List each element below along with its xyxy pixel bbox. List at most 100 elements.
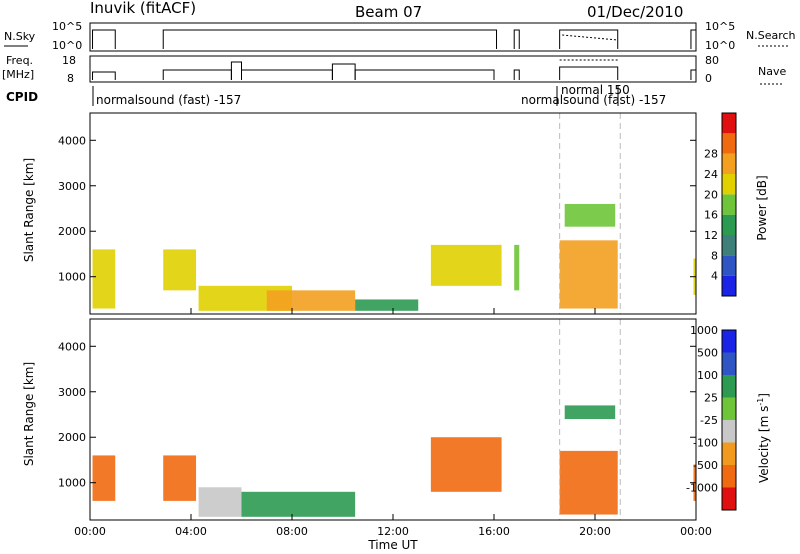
freq-tick-bottom: 8 [67, 72, 74, 85]
x-tick-label: 00:00 [680, 525, 712, 538]
nsky-tick-bottom: 10^0 [52, 39, 82, 52]
freq-trace [92, 59, 697, 80]
nsky-tick-top: 10^5 [52, 20, 82, 33]
power-ylabel: Slant Range [km] [22, 158, 36, 262]
nsky-step [92, 29, 116, 49]
freq-step [230, 61, 242, 80]
colorbar-tick-label: 4 [711, 270, 718, 283]
y-tick-label: 2000 [58, 225, 86, 238]
data-region [266, 290, 356, 311]
nsky-step [690, 29, 697, 49]
power-panel: 1000 2000 3000 4000 Slant Range [km] [22, 112, 697, 315]
colorbar-swatch [722, 235, 736, 256]
y-tick-label: 1000 [58, 271, 86, 284]
colorbar-tick-label: 24 [704, 168, 718, 181]
colorbar-tick-label: -25 [700, 414, 718, 427]
date-title: 01/Dec/2010 [587, 3, 683, 21]
freq-tick-top: 18 [62, 54, 76, 67]
colorbar-swatch [722, 194, 736, 215]
data-region [430, 244, 502, 286]
colorbar-swatch [722, 487, 736, 510]
freq-step [92, 71, 116, 80]
nsearch-tick-top: 10^5 [705, 20, 735, 33]
colorbar-swatch [722, 442, 736, 465]
freq-step [241, 69, 333, 80]
colorbar-swatch [722, 330, 736, 353]
freq-step [331, 63, 356, 80]
velocity-axis-ticks: 1000 2000 3000 4000 [58, 340, 697, 520]
nsky-step [162, 29, 498, 49]
nsky-panel-frame [89, 22, 697, 52]
colorbar-frame [721, 329, 737, 511]
data-region [430, 437, 502, 492]
colorbar-tick-label: 12 [704, 229, 718, 242]
data-region [92, 455, 116, 501]
colorbar-swatch [722, 420, 736, 443]
cpid-label: CPID [6, 90, 38, 104]
power-colorbar: 4 8 12 16 20 24 28 [704, 112, 737, 297]
velocity-regions [92, 319, 696, 520]
colorbar-tick-label: 100 [697, 369, 718, 382]
data-region [559, 240, 618, 309]
freq-step [690, 69, 697, 80]
colorbar-tick-label: 500 [697, 347, 718, 360]
colorbar-swatch [722, 352, 736, 375]
nsky-step [559, 29, 619, 49]
cpid-name-3: normalsound (fast) -157 [521, 93, 666, 107]
colorbar-tick-label: -500 [693, 459, 718, 472]
colorbar-tick-label: 25 [704, 392, 718, 405]
freq-unit: [MHz] [2, 68, 34, 81]
colorbar-swatch [722, 375, 736, 398]
beam-title: Beam 07 [355, 3, 422, 21]
x-tick-label: 04:00 [175, 525, 207, 538]
velocity-colorbar: -1000 -500 -100 -25 25 100 500 1000 [686, 324, 737, 511]
cpid-name-1: normalsound (fast) -157 [96, 93, 241, 107]
y-tick-label: 3000 [58, 180, 86, 193]
data-region [241, 491, 356, 517]
nsky-trace [92, 29, 697, 49]
freq-panel-frame [89, 55, 697, 83]
data-region [514, 244, 520, 291]
nave-tick-top: 80 [705, 54, 719, 67]
colorbar-tick-label: -1000 [686, 482, 718, 495]
cpid-name-2: normal 150 [561, 83, 630, 97]
colorbar-tick-label: 20 [704, 188, 718, 201]
colorbar-tick-label: 16 [704, 209, 718, 222]
y-tick-label: 3000 [58, 386, 86, 399]
power-axis-ticks: 1000 2000 3000 4000 [58, 134, 697, 314]
x-tick-label: 20:00 [579, 525, 611, 538]
data-region [163, 455, 197, 501]
x-axis-label: Time UT [367, 538, 418, 552]
x-tick-label: 08:00 [276, 525, 308, 538]
x-tick-label: 16:00 [478, 525, 510, 538]
velocity-colorbar-label: Velocity [m s-1] [756, 393, 771, 483]
colorbar-tick-label: 1000 [690, 324, 718, 337]
nsearch-label: N.Search [746, 29, 796, 42]
nave-label: Nave [758, 65, 786, 78]
y-tick-label: 2000 [58, 431, 86, 444]
data-region [198, 487, 242, 517]
colorbar-swatch [722, 133, 736, 154]
freq-step [559, 66, 619, 80]
colorbar-swatch [722, 113, 736, 134]
colorbar-swatch [722, 214, 736, 235]
freq-step [354, 69, 495, 80]
y-tick-label: 1000 [58, 477, 86, 490]
colorbar-swatch [722, 153, 736, 174]
colorbar-frame [721, 112, 737, 297]
nsky-step [513, 29, 520, 49]
data-region [559, 450, 618, 515]
x-axis-ticks: 00:00 04:00 08:00 12:00 16:00 20:00 00:00 [74, 525, 712, 538]
x-tick-label: 00:00 [74, 525, 106, 538]
colorbar-swatch [722, 255, 736, 276]
freq-step [513, 69, 520, 80]
velocity-panel: 1000 2000 3000 4000 Slant Range [km] [22, 318, 697, 521]
colorbar-tick-label: 28 [704, 148, 718, 161]
colorbar-tick-label: 8 [711, 249, 718, 262]
colorbar-swatch [722, 275, 736, 296]
x-tick-label: 12:00 [377, 525, 409, 538]
station-title: Inuvik (fitACF) [90, 0, 196, 17]
nave-tick-bottom: 0 [705, 72, 712, 85]
data-region [92, 249, 116, 309]
